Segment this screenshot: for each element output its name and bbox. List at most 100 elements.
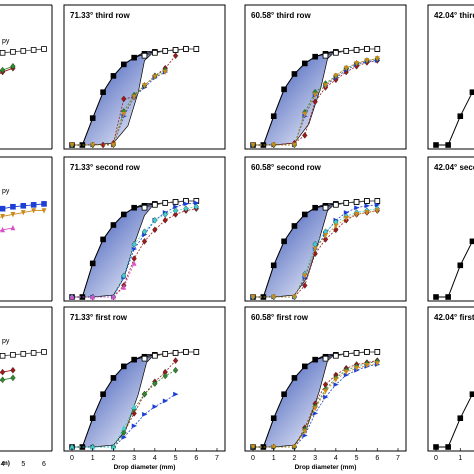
data-point: [354, 212, 359, 218]
data-point: [354, 365, 359, 372]
data-point: [270, 113, 277, 120]
data-point: [271, 444, 277, 450]
data-point: [0, 50, 6, 56]
panel-frame: [427, 156, 474, 302]
data-point: [291, 375, 298, 381]
data-point: [193, 46, 200, 52]
series-line: [0, 210, 44, 218]
series-5: [250, 361, 380, 450]
data-point: [374, 198, 381, 204]
data-point: [131, 423, 138, 429]
data-point: [100, 391, 106, 397]
data-point: [172, 199, 179, 205]
data-point: [142, 411, 148, 417]
data-point: [333, 202, 339, 208]
data-point: [10, 224, 16, 231]
data-point: [162, 398, 169, 404]
data-point: [322, 355, 329, 362]
data-point: [183, 201, 189, 207]
data-point: [162, 351, 169, 357]
x-tick-label: 1: [272, 455, 276, 462]
series-5: [69, 69, 168, 148]
data-point: [333, 226, 339, 234]
data-point: [110, 73, 117, 79]
data-point: [323, 388, 328, 395]
x-tick-label: 2: [292, 455, 296, 462]
data-point: [142, 83, 147, 89]
x-tick-label: 3: [313, 455, 317, 462]
data-point: [469, 391, 474, 397]
data-point: [172, 211, 179, 218]
data-point: [364, 363, 370, 369]
data-point: [333, 377, 339, 383]
partial-left-column: py py py m) 4 5 6: [0, 4, 53, 468]
data-point: [10, 374, 16, 382]
data-point: [323, 394, 329, 400]
data-point: [121, 95, 127, 103]
data-point: [152, 50, 158, 56]
data-point: [301, 363, 308, 370]
data-point: [90, 294, 96, 300]
data-point: [364, 210, 370, 216]
data-point: [141, 228, 148, 236]
series-line: [436, 241, 473, 298]
partial-label-top: py: [2, 38, 10, 45]
data-point: [172, 207, 179, 214]
x-tick-label: 7: [215, 455, 219, 462]
series-0: [433, 391, 474, 450]
x-tick-label: 1: [91, 455, 95, 462]
series-line: [436, 91, 473, 146]
data-point: [20, 351, 27, 357]
data-point: [322, 204, 329, 211]
data-point: [152, 216, 158, 224]
partial-series-5: [0, 208, 47, 220]
data-point: [10, 49, 16, 55]
series-line: [72, 71, 166, 146]
panel-p60-third: 60.58° third row: [244, 4, 407, 150]
data-point: [90, 142, 96, 148]
panel-frame: [427, 4, 474, 150]
series-0: [433, 89, 474, 148]
data-point: [292, 294, 297, 300]
data-point: [141, 355, 148, 362]
series-1: [141, 198, 200, 211]
data-point: [343, 200, 350, 206]
x-tick-label: 3: [132, 455, 136, 462]
series-1: [141, 46, 200, 59]
data-point: [100, 89, 106, 96]
x-axis-label: Drop diameter (mm): [295, 464, 357, 471]
data-point: [323, 83, 328, 89]
data-point: [162, 48, 169, 54]
panel-p42-second: 42.04° second row: [427, 156, 474, 302]
data-point: [302, 111, 308, 118]
x-tick-label: 2: [111, 455, 115, 462]
series-1: [322, 349, 381, 362]
plot-area: [250, 349, 381, 451]
panel-title: 60.58° second row: [251, 163, 322, 172]
data-point: [111, 142, 116, 148]
data-point: [433, 294, 439, 300]
data-point: [69, 142, 75, 148]
series-4: [69, 203, 199, 301]
panel-title: 60.58° first row: [251, 313, 309, 322]
data-point: [10, 352, 16, 358]
data-point: [131, 260, 137, 266]
panel-title: 71.33° second row: [70, 163, 141, 172]
data-point: [141, 390, 148, 398]
data-point: [90, 444, 96, 450]
data-point: [0, 376, 6, 384]
panel-title: 42.04° third row: [434, 11, 474, 20]
data-point: [250, 294, 256, 300]
partial-series-8: [0, 374, 16, 384]
data-point: [193, 349, 200, 355]
data-point: [41, 208, 47, 214]
panel-title: 71.33° first row: [70, 313, 128, 322]
panel-p60-second: 60.58° second row: [244, 156, 407, 302]
data-point: [270, 415, 277, 421]
x-tick-label: 0: [70, 455, 74, 462]
x-axis-label: Drop diameter (mm): [114, 464, 176, 471]
data-point: [292, 444, 297, 450]
data-point: [333, 382, 339, 387]
series-1: [322, 46, 381, 59]
